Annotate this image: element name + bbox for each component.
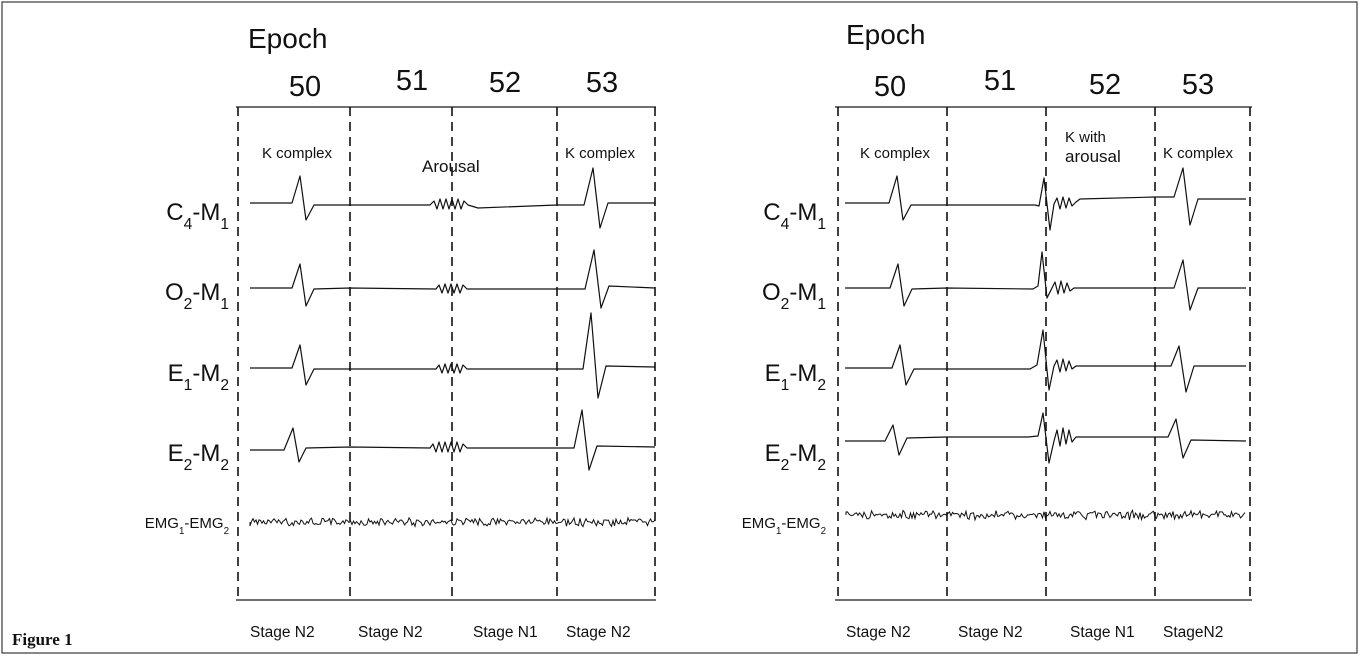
eeg-trace — [845, 412, 1247, 464]
epoch-number: 51 — [984, 65, 1016, 97]
event-annotation: K complex — [1163, 145, 1234, 162]
emg-trace — [845, 509, 1246, 522]
eeg-trace — [845, 329, 1246, 393]
sleep-stage-label: Stage N2 — [958, 624, 1023, 641]
channel-label: C4-M1 — [763, 199, 826, 233]
sleep-stage-label: StageN2 — [1163, 624, 1223, 641]
panel-left: Epoch 50 51 52 53 K complex Arousal K co… — [145, 23, 656, 641]
emg-label: EMG1-EMG2 — [742, 515, 826, 537]
eeg-trace — [845, 167, 1246, 231]
epoch-number: 53 — [586, 67, 618, 99]
panel-right: Epoch 50 51 52 53 K complex K with arous… — [742, 19, 1252, 641]
sleep-stage-label: Stage N1 — [473, 624, 538, 641]
epoch-number: 50 — [289, 71, 321, 103]
emg-label: EMG1-EMG2 — [145, 515, 229, 537]
eeg-trace — [250, 409, 656, 471]
sleep-stage-label: Stage N2 — [846, 624, 911, 641]
eeg-trace — [250, 312, 656, 399]
epoch-number: 52 — [489, 67, 521, 99]
event-annotation: K with — [1065, 129, 1106, 146]
channel-label: E2-M2 — [765, 440, 826, 474]
epoch-number: 53 — [1182, 69, 1214, 101]
eeg-trace — [845, 251, 1246, 311]
sleep-stage-label: Stage N2 — [358, 624, 423, 641]
event-annotation: K complex — [262, 145, 333, 162]
figure-caption: Figure 1 — [12, 630, 73, 649]
event-annotation: arousal — [1065, 147, 1121, 166]
event-annotation: K complex — [860, 145, 931, 162]
channel-label: E1-M2 — [168, 360, 229, 394]
channel-label: E2-M2 — [168, 440, 229, 474]
channel-label: E1-M2 — [765, 360, 826, 394]
sleep-stage-label: Stage N2 — [250, 624, 315, 641]
emg-trace — [249, 516, 656, 528]
epoch-label: Epoch — [846, 19, 925, 50]
eeg-trace — [250, 249, 656, 309]
sleep-stage-label: Stage N1 — [1070, 624, 1135, 641]
epoch-number: 50 — [874, 71, 906, 103]
channel-label: C4-M1 — [166, 199, 229, 233]
eeg-trace — [250, 167, 655, 229]
channel-label: O2-M1 — [165, 279, 229, 313]
event-annotation: Arousal — [422, 157, 480, 176]
sleep-stage-label: Stage N2 — [566, 624, 631, 641]
epoch-number: 51 — [396, 65, 428, 97]
event-annotation: K complex — [565, 145, 636, 162]
epoch-number: 52 — [1089, 69, 1121, 101]
channel-label: O2-M1 — [762, 279, 826, 313]
epoch-label: Epoch — [248, 23, 327, 54]
